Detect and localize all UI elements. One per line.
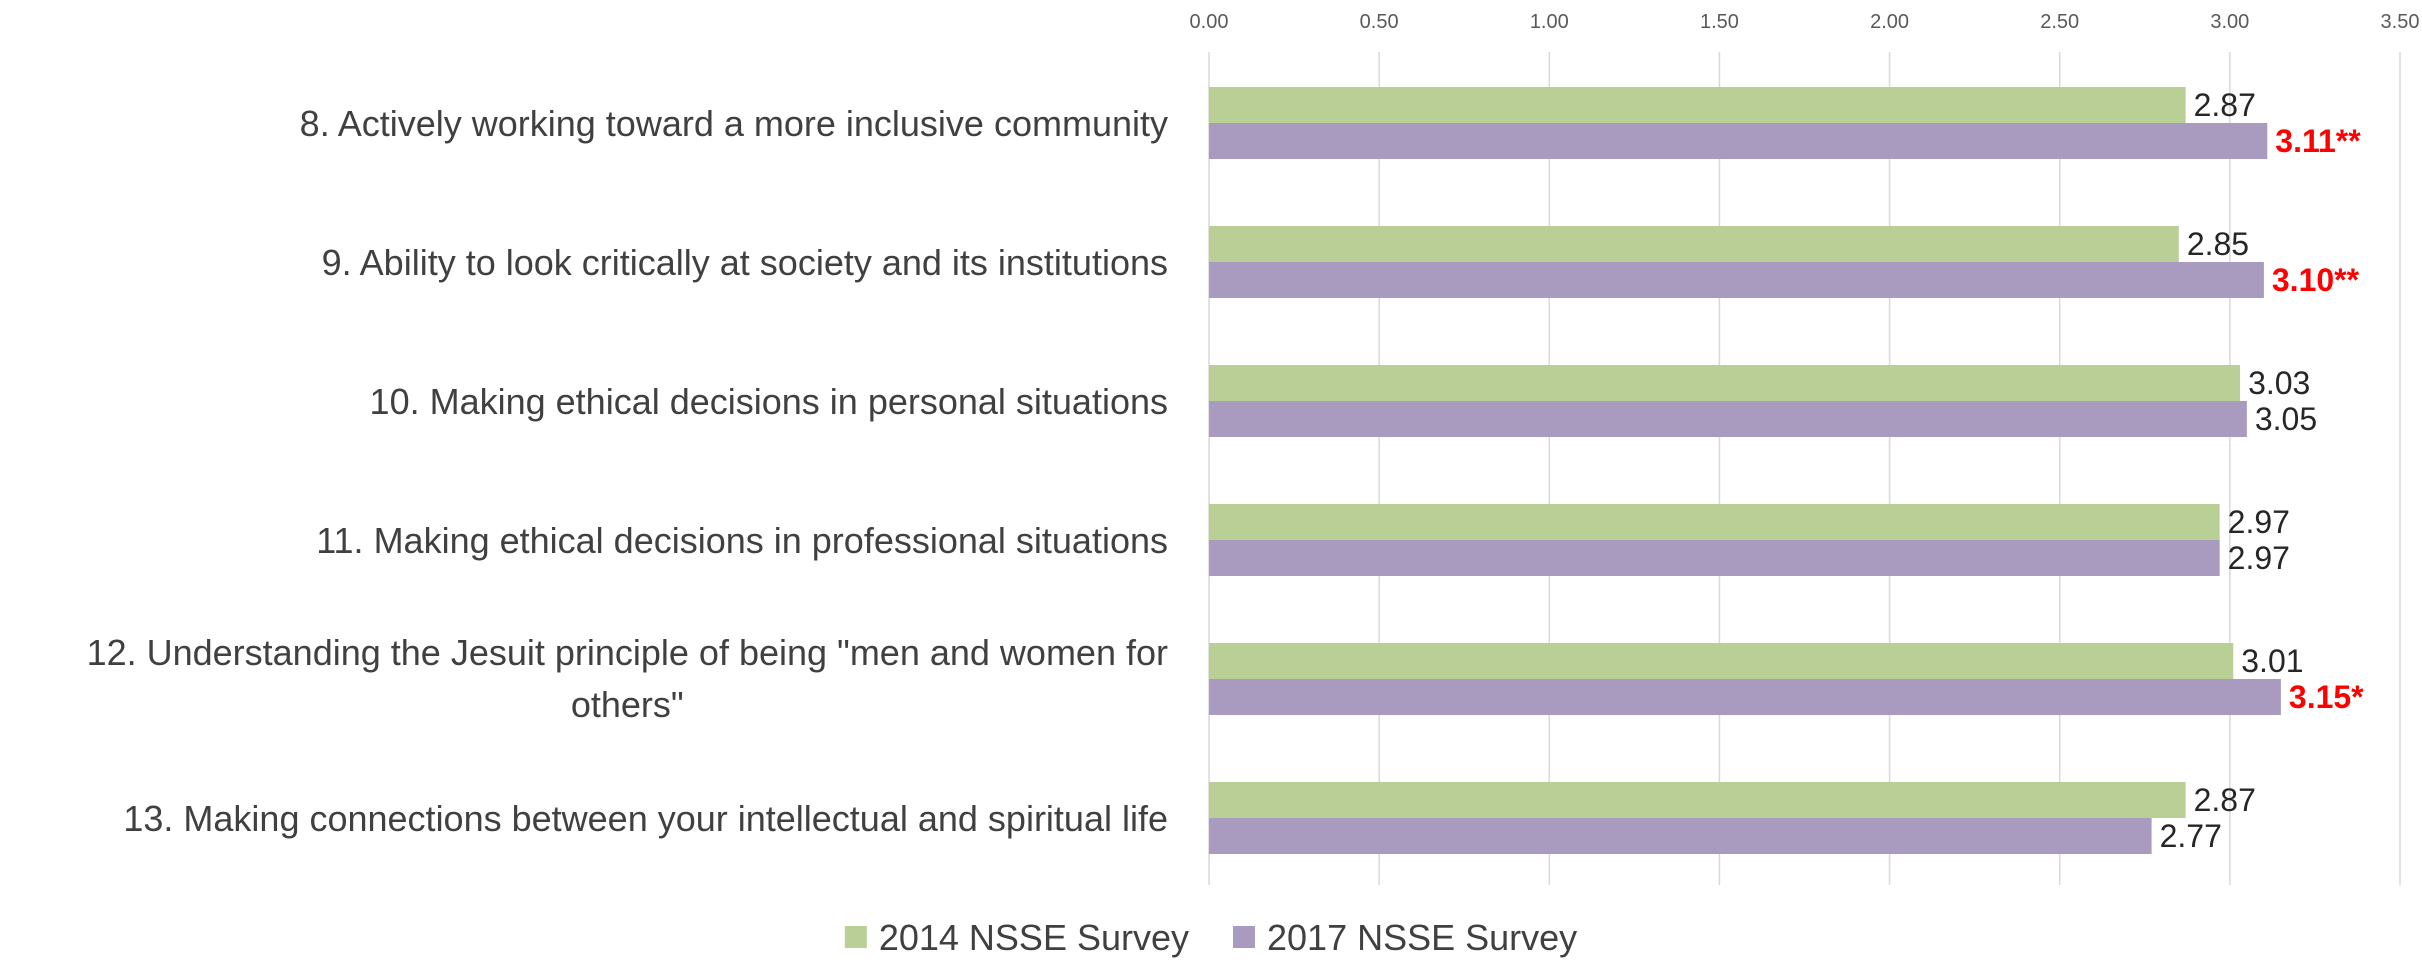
bar-series1 [1209,643,2234,679]
data-label: 2.87 [2194,87,2256,123]
x-tick-label: 3.50 [2381,11,2420,33]
x-tick-label: 3.00 [2210,11,2249,33]
bar-series1 [1209,226,2179,262]
category-label: 9. Ability to look critically at society… [322,242,1168,283]
data-label: 3.11** [2275,123,2361,159]
category-label: 11. Making ethical decisions in professi… [316,520,1168,561]
bar-series1 [1209,504,2220,540]
x-tick-label: 1.50 [1700,11,1739,33]
x-tick-label: 2.00 [1870,11,1909,33]
bar-series2 [1209,262,2264,298]
legend-label: 2017 NSSE Survey [1267,917,1577,958]
data-label: 3.15* [2289,679,2364,715]
data-label: 2.77 [2160,818,2222,854]
x-tick-label: 1.00 [1530,11,1569,33]
data-label: 2.97 [2228,504,2290,540]
category-label-line2: others" [571,684,684,725]
category-label: 10. Making ethical decisions in personal… [370,381,1168,422]
data-label: 3.01 [2241,643,2303,679]
category-label: 8. Actively working toward a more inclus… [300,103,1168,144]
data-label: 3.05 [2255,401,2317,437]
bar-series1 [1209,782,2186,818]
data-label: 2.87 [2194,782,2256,818]
legend-swatch [844,926,867,948]
bar-series2 [1209,540,2220,576]
data-label: 3.03 [2248,365,2310,401]
data-label: 3.10** [2272,262,2360,298]
legend-swatch [1233,926,1255,948]
x-tick-label: 0.50 [1360,11,1399,33]
legend-label: 2014 NSSE Survey [879,917,1189,958]
data-label: 2.85 [2187,226,2249,262]
bar-series1 [1209,365,2241,401]
category-label: 12. Understanding the Jesuit principle o… [87,632,1168,673]
x-tick-label: 0.00 [1190,11,1229,33]
data-label: 2.97 [2228,540,2290,576]
x-tick-label: 2.50 [2040,11,2079,33]
bar-series2 [1209,401,2247,437]
bar-series2 [1209,679,2281,715]
bar-series1 [1209,87,2186,123]
bar-series2 [1209,123,2268,159]
category-label: 13. Making connections between your inte… [123,798,1168,839]
bar-series2 [1209,818,2152,854]
